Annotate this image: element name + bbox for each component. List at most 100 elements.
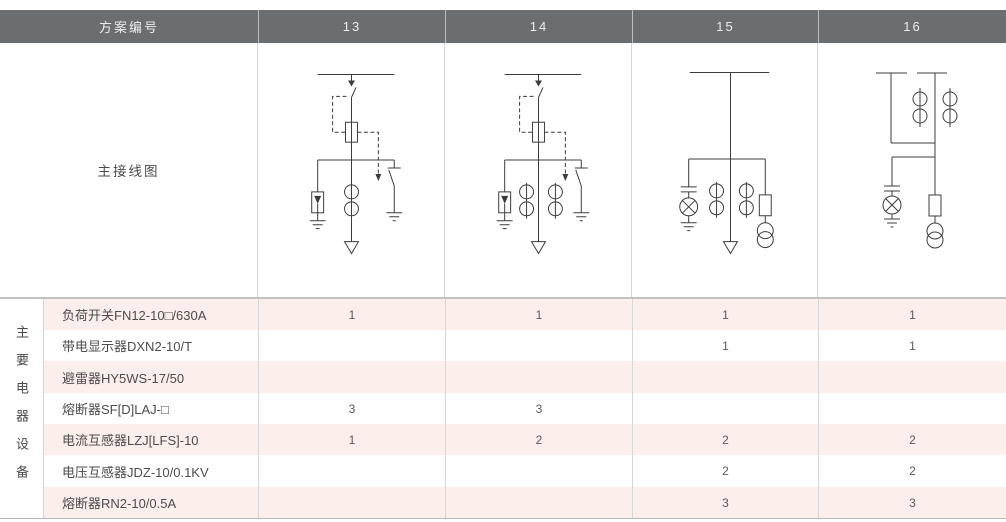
single-line-diagram-16: [876, 72, 958, 249]
current-transformer-icon: [344, 184, 359, 217]
qty-cell: [445, 330, 632, 361]
diagram-cell-scheme-15: [632, 43, 818, 297]
interlock-dashed-line: [332, 95, 379, 174]
qty-cell: 3: [632, 487, 818, 518]
qty-cell: 1: [632, 330, 818, 361]
ground-icon: [680, 222, 697, 232]
interlock-arrow-icon: [375, 173, 382, 181]
table-row: 熔断器SF[D]LAJ-□ 3 3: [44, 393, 1006, 424]
equipment-name: 熔断器SF[D]LAJ-□: [62, 402, 169, 417]
ground-icon: [386, 212, 403, 222]
current-transformer-icon: [942, 88, 958, 127]
diagram-row-label: 主接线图: [0, 43, 258, 297]
qty-cell: [445, 361, 632, 393]
qty-cell: 2: [632, 455, 818, 487]
voltage-indicator-icon: [882, 157, 902, 219]
single-line-diagram-13: [309, 74, 403, 255]
table-row: 避雷器HY5WS-17/50: [44, 361, 1006, 393]
single-line-diagram-14: [496, 74, 590, 255]
surge-arrester-icon: [498, 160, 512, 221]
qty-cell: 3: [258, 393, 445, 424]
current-transformer-icon: [547, 182, 563, 219]
table-row: 电压互感器JDZ-10/0.1KV 2 2: [44, 455, 1006, 487]
qty-cell: [445, 455, 632, 487]
qty-cell: [258, 455, 445, 487]
qty-cell: [632, 361, 818, 393]
ground-icon: [496, 220, 513, 230]
ground-icon: [884, 218, 900, 228]
voltage-transformer-branch: [756, 159, 774, 249]
diagram-row: 主接线图: [0, 43, 1006, 297]
header-scheme-label: 方案编号: [98, 20, 159, 35]
qty-cell: [258, 330, 445, 361]
header-scheme-13: 13: [258, 10, 445, 43]
qty-cell: 1: [818, 330, 1006, 361]
qty-cell: 2: [445, 424, 632, 455]
qty-cell: 1: [258, 299, 445, 330]
qty-cell: 3: [818, 487, 1006, 518]
diagram-cell-scheme-13: [258, 43, 445, 297]
voltage-transformer-icon: [926, 222, 944, 249]
table-row: 负荷开关FN12-10□/630A 1 1 1 1: [44, 299, 1006, 330]
diagram-cell-scheme-14: [445, 43, 632, 297]
current-transformer-icon: [738, 181, 754, 218]
earthing-switch-icon: [574, 160, 588, 213]
qty-cell: 2: [818, 424, 1006, 455]
single-line-diagram-15: [679, 72, 774, 255]
qty-cell: 1: [818, 299, 1006, 330]
table-header-row: 方案编号 13 14 15 16: [0, 10, 1006, 43]
interlock-dashed-line: [519, 95, 566, 174]
qty-cell: 1: [632, 299, 818, 330]
qty-cell: 1: [445, 299, 632, 330]
section-divider: [0, 297, 1006, 299]
table-row: 电流互感器LZJ[LFS]-10 1 2 2 2: [44, 424, 1006, 455]
section-label: 主要电器设备: [14, 324, 29, 493]
capacitor-icon: [680, 186, 697, 193]
qty-cell: [818, 361, 1006, 393]
qty-cell: [818, 393, 1006, 424]
equipment-name: 避雷器HY5WS-17/50: [62, 370, 185, 386]
qty-cell: [632, 393, 818, 424]
earthing-switch-icon: [387, 160, 401, 213]
current-transformer-icon: [709, 181, 725, 218]
equipment-name: 负荷开关FN12-10□/630A: [62, 308, 207, 323]
header-scheme-15: 15: [632, 10, 818, 43]
table-row: 带电显示器DXN2-10/T 1 1: [44, 330, 1006, 361]
voltage-transformer-branch: [926, 194, 944, 249]
section-label-cell: 主要电器设备: [0, 299, 44, 518]
voltage-indicator-icon: [679, 159, 699, 223]
fuse-icon: [928, 194, 942, 217]
diagram-cell-scheme-16: [818, 43, 1006, 297]
voltage-transformer-icon: [756, 222, 774, 249]
table-bottom-border: [0, 518, 1006, 519]
equipment-name: 带电显示器DXN2-10/T: [62, 339, 193, 354]
table-row: 熔断器RN2-10/0.5A 3 3: [44, 487, 1006, 518]
interlock-arrow-icon: [562, 173, 569, 181]
ground-icon: [573, 212, 590, 222]
current-transformer-icon: [912, 88, 928, 127]
ground-icon: [309, 220, 326, 230]
equipment-name: 熔断器RN2-10/0.5A: [62, 496, 177, 511]
fuse-icon: [758, 194, 772, 217]
equipment-name: 电流互感器LZJ[LFS]-10: [62, 433, 199, 448]
feeder-arrow-icon: [722, 241, 739, 255]
header-scheme-14: 14: [445, 10, 632, 43]
qty-cell: 2: [632, 424, 818, 455]
qty-cell: 1: [258, 424, 445, 455]
qty-cell: 3: [445, 393, 632, 424]
current-transformer-icon: [519, 182, 535, 219]
capacitor-icon: [884, 185, 900, 192]
feeder-arrow-icon: [530, 241, 547, 255]
load-switch-icon: [348, 74, 357, 98]
surge-arrester-icon: [311, 160, 325, 221]
qty-cell: 2: [818, 455, 1006, 487]
feeder-arrow-icon: [343, 241, 360, 255]
qty-cell: [258, 487, 445, 518]
qty-cell: [445, 487, 632, 518]
left-feeder-line: [890, 73, 935, 144]
load-switch-icon: [535, 74, 544, 98]
qty-cell: [258, 361, 445, 393]
header-scheme-16: 16: [818, 10, 1006, 43]
equipment-name: 电压互感器JDZ-10/0.1KV: [62, 464, 209, 480]
